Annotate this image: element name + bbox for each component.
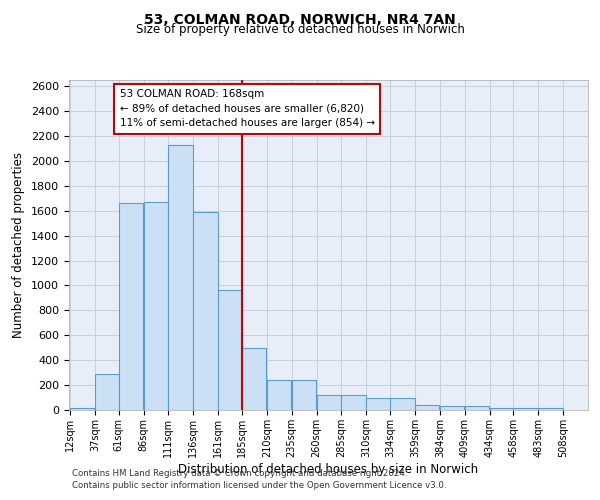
Bar <box>95 374 119 410</box>
Bar <box>292 380 316 410</box>
Bar <box>70 408 94 410</box>
Bar <box>390 398 415 410</box>
Text: Contains HM Land Registry data © Crown copyright and database right 2024.: Contains HM Land Registry data © Crown c… <box>72 468 407 477</box>
Bar <box>490 408 514 410</box>
Bar <box>143 202 168 410</box>
Bar <box>169 145 193 410</box>
Bar <box>218 290 242 410</box>
X-axis label: Distribution of detached houses by size in Norwich: Distribution of detached houses by size … <box>178 462 479 475</box>
Text: Size of property relative to detached houses in Norwich: Size of property relative to detached ho… <box>136 22 464 36</box>
Bar <box>514 408 538 410</box>
Text: Contains public sector information licensed under the Open Government Licence v3: Contains public sector information licen… <box>72 481 446 490</box>
Bar <box>366 398 391 410</box>
Y-axis label: Number of detached properties: Number of detached properties <box>13 152 25 338</box>
Bar <box>317 395 341 410</box>
Bar <box>193 212 218 410</box>
Bar <box>242 348 266 410</box>
Bar <box>341 395 366 410</box>
Bar <box>440 406 464 410</box>
Text: 53 COLMAN ROAD: 168sqm
← 89% of detached houses are smaller (6,820)
11% of semi-: 53 COLMAN ROAD: 168sqm ← 89% of detached… <box>120 88 375 128</box>
Bar <box>538 408 563 410</box>
Bar <box>415 405 439 410</box>
Bar <box>465 406 489 410</box>
Bar <box>267 380 291 410</box>
Text: 53, COLMAN ROAD, NORWICH, NR4 7AN: 53, COLMAN ROAD, NORWICH, NR4 7AN <box>144 12 456 26</box>
Bar <box>119 204 143 410</box>
